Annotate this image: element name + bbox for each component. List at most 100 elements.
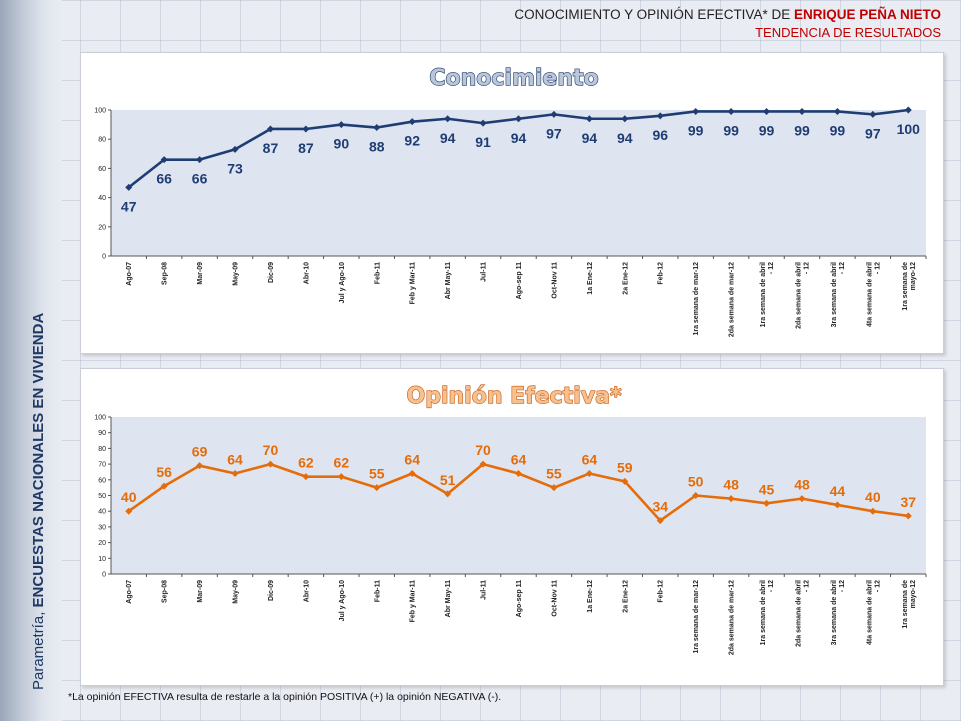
opinion-x-tick-label: 1ra semana demayo-12 <box>902 580 917 629</box>
conocimiento-data-label: 100 <box>897 121 921 137</box>
footnote: *La opinión EFECTIVA resulta de restarle… <box>68 691 502 703</box>
opinion-x-tick-label: 2da semana de abril- 12 <box>795 580 810 647</box>
opinion-data-point <box>621 477 629 485</box>
opinion-data-point <box>302 473 310 481</box>
conocimiento-data-point <box>479 119 487 127</box>
conocimiento-data-label: 90 <box>334 136 350 152</box>
conocimiento-y-tick-label: 40 <box>98 195 106 202</box>
opinion-data-point <box>833 501 841 509</box>
opinion-y-tick-label: 70 <box>98 462 106 469</box>
opinion-data-label: 70 <box>263 442 279 458</box>
conocimiento-data-point <box>904 106 912 114</box>
conocimiento-data-point <box>337 121 345 129</box>
conocimiento-data-point <box>373 124 381 132</box>
conocimiento-x-tick-label: 1a Ene-12 <box>587 262 594 295</box>
opinion-data-point <box>231 470 239 478</box>
conocimiento-data-label: 73 <box>227 160 243 176</box>
opinion-x-tick-label: Ago-sep 11 <box>516 580 523 617</box>
opinion-data-point <box>196 462 204 470</box>
conocimiento-data-point <box>196 156 204 164</box>
header-title: CONOCIMIENTO Y OPINIÓN EFECTIVA* DE ENRI… <box>514 7 941 22</box>
opinion-data-label: 55 <box>369 466 385 482</box>
opinion-x-tick-label: 4ta semana de abril- 12 <box>866 580 881 645</box>
conocimiento-x-tick-label: 4ta semana de abril- 12 <box>866 262 881 327</box>
conocimiento-x-tick-label: 1ra semana demayo-12 <box>902 262 917 311</box>
opinion-data-label: 34 <box>652 499 668 515</box>
conocimiento-data-point <box>266 125 274 133</box>
conocimiento-x-tick-label: 2a Ene-12 <box>622 262 629 295</box>
opinion-y-tick-label: 0 <box>102 572 106 579</box>
conocimiento-data-point <box>692 107 700 115</box>
conocimiento-data-point <box>656 112 664 120</box>
side-label-prefix: Parametría, <box>30 607 47 690</box>
conocimiento-data-point <box>408 118 416 126</box>
opinion-data-point <box>408 470 416 478</box>
opinion-x-tick-label: Jul-11 <box>481 580 488 600</box>
header-subtitle: TENDENCIA DE RESULTADOS <box>755 25 941 40</box>
conocimiento-plot-area <box>111 110 926 256</box>
opinion-y-tick-label: 50 <box>98 493 106 500</box>
opinion-data-point <box>692 492 700 499</box>
opinion-data-label: 50 <box>688 474 704 490</box>
header-title-name: ENRIQUE PEÑA NIETO <box>793 7 941 22</box>
conocimiento-data-label: 88 <box>369 139 385 155</box>
opinion-data-point <box>869 507 877 515</box>
conocimiento-data-label: 99 <box>759 122 775 138</box>
opinion-y-tick-label: 80 <box>98 446 106 453</box>
opinion-data-label: 51 <box>440 472 456 488</box>
conocimiento-data-point <box>302 125 310 133</box>
opinion-data-point <box>266 460 274 468</box>
opinion-data-label: 45 <box>759 481 775 497</box>
opinion-data-label: 69 <box>192 444 208 460</box>
opinion-y-tick-label: 100 <box>94 415 106 422</box>
opinion-data-label: 55 <box>546 466 562 482</box>
conocimiento-data-label: 91 <box>475 134 491 150</box>
conocimiento-chart: Conocimiento 0 20 40 60 80 100 Ago-07 Sep-08 Mar-… <box>94 65 927 337</box>
conocimiento-x-tick-label: Feb-11 <box>374 262 381 284</box>
conocimiento-data-point <box>160 156 168 164</box>
opinion-data-label: 44 <box>830 483 846 499</box>
opinion-x-tick-label: Feb-11 <box>374 580 381 602</box>
opinion-data-label: 64 <box>404 452 420 468</box>
side-label: Parametría, ENCUESTAS NACIONALES EN VIVI… <box>30 313 47 690</box>
conocimiento-data-label: 47 <box>121 198 137 214</box>
opinion-x-tick-label: Sep-08 <box>162 580 169 603</box>
conocimiento-data-label: 94 <box>440 130 456 146</box>
conocimiento-data-label: 66 <box>156 171 172 187</box>
opinion-data-point <box>373 484 381 492</box>
conocimiento-data-label: 94 <box>582 130 598 146</box>
side-decoration <box>0 0 62 721</box>
opinion-x-tick-label: 2a Ene-12 <box>622 580 629 613</box>
opinion-data-label: 64 <box>582 452 598 468</box>
conocimiento-data-label: 92 <box>404 133 420 149</box>
opinion-data-label: 59 <box>617 459 633 475</box>
opinion-data-point <box>763 499 771 507</box>
opinion-x-tick-label: Abr May-11 <box>445 580 452 617</box>
conocimiento-data-point <box>125 183 133 191</box>
opinion-data-label: 40 <box>865 489 881 505</box>
conocimiento-y-tick-label: 80 <box>98 137 106 144</box>
opinion-data-label: 40 <box>121 489 137 505</box>
opinion-chart: Opinión Efectiva* 0 10 20 30 40 50 60 70 80 90 100 A… <box>94 383 927 655</box>
conocimiento-x-tick-label: May-09 <box>233 262 240 286</box>
opinion-data-point <box>656 517 664 525</box>
opinion-data-label: 62 <box>334 455 350 471</box>
conocimiento-x-tick-label: Oct-Nov 11 <box>551 262 558 299</box>
conocimiento-data-label: 94 <box>511 130 527 146</box>
conocimiento-data-label: 99 <box>830 122 846 138</box>
opinion-x-tick-label: Ago-07 <box>126 580 133 604</box>
conocimiento-x-tick-label: 1ra semana de mar-12 <box>693 262 700 336</box>
opinion-data-point <box>125 507 133 515</box>
conocimiento-data-label: 99 <box>723 122 739 138</box>
conocimiento-data-point <box>727 107 735 115</box>
conocimiento-data-point <box>833 107 841 115</box>
conocimiento-x-tick-label: Ago-sep 11 <box>516 262 523 299</box>
conocimiento-panel: Conocimiento 0 20 40 60 80 100 Ago-07 Sep-08 Mar-… <box>80 52 944 354</box>
conocimiento-x-tick-label: Dic-09 <box>268 262 275 283</box>
opinion-panel: Opinión Efectiva* 0 10 20 30 40 50 60 70 80 90 100 A… <box>80 368 944 686</box>
opinion-data-point <box>479 460 487 468</box>
conocimiento-x-tick-label: 2da semana de mar-12 <box>729 262 736 337</box>
conocimiento-x-tick-label: 2da semana de abril- 12 <box>795 262 810 329</box>
opinion-data-label: 48 <box>723 477 739 493</box>
conocimiento-x-tick-label: Sep-08 <box>162 262 169 285</box>
